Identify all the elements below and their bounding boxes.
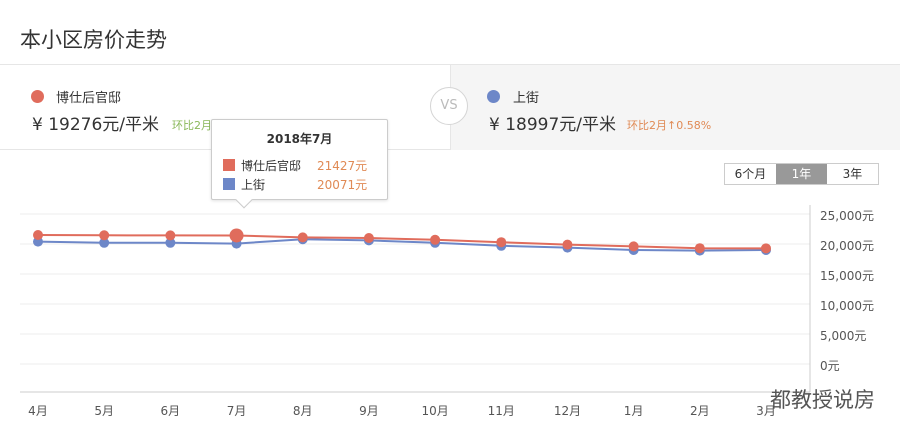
x-tick: 8月 xyxy=(292,404,313,418)
x-tick: 10月 xyxy=(421,404,449,418)
chart-tooltip: 2018年7月 博仕后官邸 21427元 上街 20071元 xyxy=(211,119,388,200)
right-compare-block: 上街 ¥ 18997元/平米 环比2月↑0.58% xyxy=(450,65,900,150)
left-series-dot-icon xyxy=(31,90,44,103)
range-selector: 6个月 1年 3年 xyxy=(724,163,879,185)
right-change: 环比2月↑0.58% xyxy=(627,119,712,132)
x-tick: 11月 xyxy=(487,404,515,418)
x-tick: 12月 xyxy=(553,404,582,418)
range-1-year[interactable]: 1年 xyxy=(776,164,827,184)
x-tick: 2月 xyxy=(689,404,710,418)
x-tick: 1月 xyxy=(623,404,644,418)
legend-swatch-icon xyxy=(223,159,235,171)
right-price: ¥ 18997元/平米 xyxy=(489,115,617,135)
x-tick: 4月 xyxy=(28,404,48,418)
watermark: 都教授说房 xyxy=(770,388,875,412)
tooltip-title: 2018年7月 xyxy=(266,132,333,146)
comparison-panel: 博仕后官邸 ¥ 19276元/平米 环比2月↓0.04% 上街 ¥ 18997元… xyxy=(0,64,900,150)
y-tick: 20,000元 xyxy=(820,239,874,253)
tooltip-row: 博仕后官邸 21427元 xyxy=(223,157,383,174)
range-6-months[interactable]: 6个月 xyxy=(734,167,767,181)
y-tick: 10,000元 xyxy=(820,299,874,313)
x-tick: 3月 xyxy=(756,404,776,418)
right-area-name: 上街 xyxy=(513,91,540,106)
tooltip-row: 上街 20071元 xyxy=(223,176,383,193)
page-title: 本小区房价走势 xyxy=(20,28,167,52)
y-tick: 15,000元 xyxy=(820,269,874,283)
left-community-name: 博仕后官邸 xyxy=(56,91,122,106)
left-price: ¥ 19276元/平米 xyxy=(32,115,160,135)
vs-badge: VS xyxy=(430,87,468,125)
y-tick: 25,000元 xyxy=(820,209,874,223)
range-3-years[interactable]: 3年 xyxy=(842,167,863,181)
y-tick: 5,000元 xyxy=(820,329,867,343)
x-tick: 9月 xyxy=(359,404,379,418)
y-tick: 0元 xyxy=(820,359,840,373)
x-tick: 7月 xyxy=(226,404,247,418)
right-series-dot-icon xyxy=(487,90,500,103)
legend-swatch-icon xyxy=(223,178,235,190)
x-tick: 6月 xyxy=(160,404,181,418)
x-tick: 5月 xyxy=(94,404,114,418)
